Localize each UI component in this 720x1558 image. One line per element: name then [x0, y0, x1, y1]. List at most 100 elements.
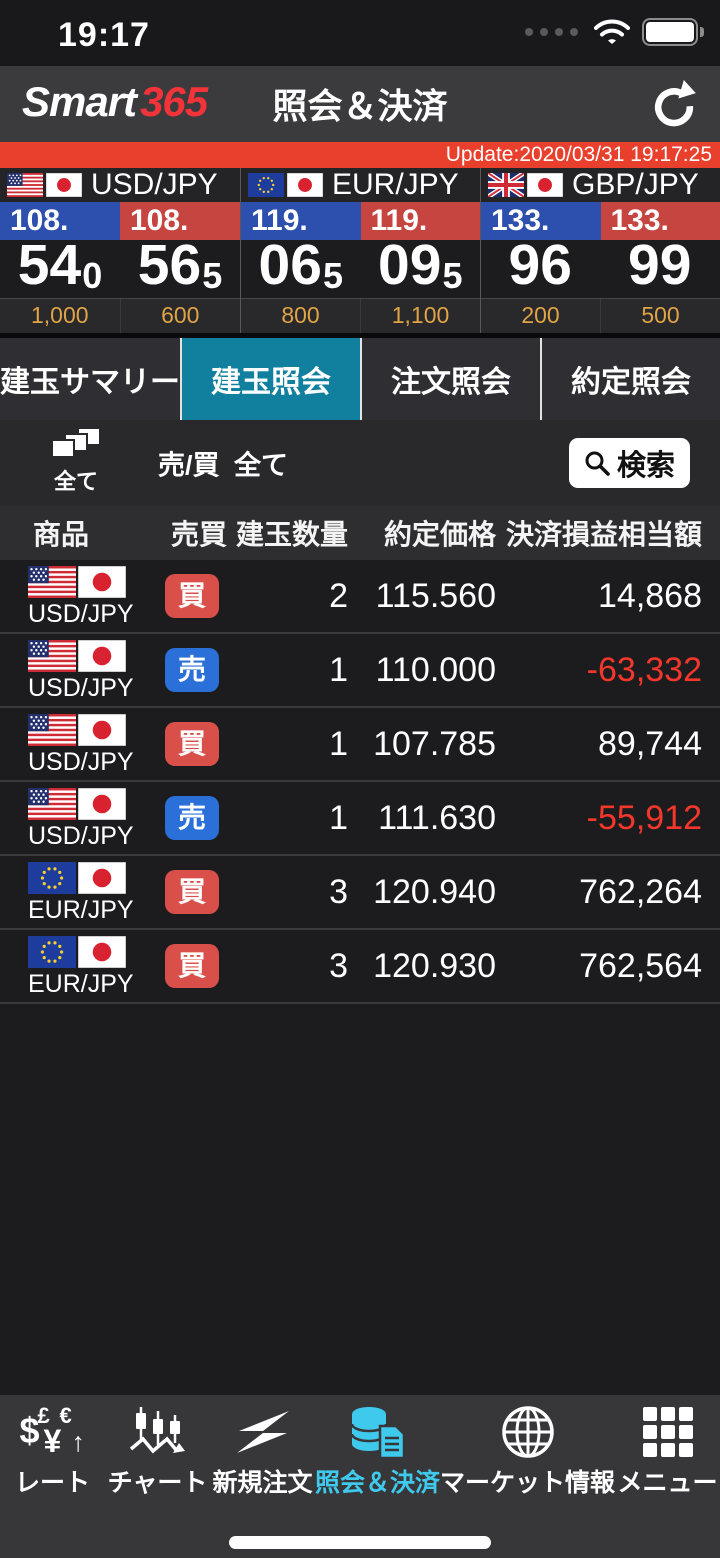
quantity-value: 1	[329, 725, 348, 763]
tab-gap-divider	[0, 333, 720, 338]
jp-flag-icon	[78, 862, 126, 894]
position-row[interactable]: USD/JPY 売 1 110.000 -63,332	[0, 634, 720, 708]
col-product: 商品	[33, 519, 90, 550]
app-header: Smart365 照会＆決済	[0, 66, 720, 142]
nav-inquiry-settlement[interactable]: 照会＆決済	[315, 1403, 440, 1558]
quantity-value: 1	[329, 799, 348, 837]
globe-icon	[501, 1406, 554, 1458]
clock: 19:17	[58, 16, 150, 54]
rate-tile-gbpjpy[interactable]: GBP/JPY 133. 133. 96 99 200 500	[480, 168, 720, 333]
pair-name: GBP/JPY	[572, 168, 699, 201]
rate-tile-eurjpy[interactable]: EUR/JPY 119. 119. 06 5 09 5 800 1,100	[240, 168, 480, 333]
bid-amount: 800	[281, 302, 320, 328]
jp-flag-icon	[287, 173, 323, 197]
tab-order-inquiry[interactable]: 注文照会	[360, 338, 540, 420]
positions-table-header: 商品 売買 建玉数量 約定価格 決済損益相当額	[0, 506, 720, 560]
ask-price-head[interactable]: 108.	[120, 202, 240, 240]
pair-label: EUR/JPY	[28, 896, 134, 924]
bid-price-head[interactable]: 133.	[481, 202, 601, 240]
ask-price-head[interactable]: 119.	[360, 202, 480, 240]
us-flag-icon	[28, 640, 76, 672]
ask-pips[interactable]: 56 5	[137, 233, 223, 297]
ask-pips[interactable]: 09 5	[378, 233, 463, 297]
price-value: 120.930	[373, 947, 496, 985]
bid-price-head[interactable]: 108.	[0, 202, 120, 240]
status-bar: 19:17	[0, 0, 720, 66]
position-row[interactable]: USD/JPY 売 1 111.630 -55,912	[0, 782, 720, 856]
tab-position-inquiry[interactable]: 建玉照会	[180, 338, 360, 420]
jp-flag-icon	[46, 173, 82, 197]
ask-pips[interactable]: 99	[628, 233, 692, 297]
database-docs-icon	[350, 1407, 405, 1460]
eu-flag-icon	[28, 862, 76, 894]
quantity-value: 1	[329, 651, 348, 689]
ask-price-head[interactable]: 133.	[600, 202, 720, 240]
bid-price-head[interactable]: 119.	[241, 202, 361, 240]
side-badge: 買	[165, 944, 219, 988]
nav-market-info[interactable]: マーケット情報	[440, 1403, 615, 1558]
pair-label: EUR/JPY	[28, 970, 134, 998]
battery-icon	[642, 18, 704, 46]
page-title: 照会＆決済	[272, 87, 448, 127]
eu-flag-icon	[248, 173, 284, 197]
nav-new-order[interactable]: 新規注文	[210, 1403, 315, 1558]
pair-label: USD/JPY	[28, 600, 134, 628]
tab-position-summary[interactable]: 建玉サマリー	[0, 338, 180, 420]
side-badge: 売	[165, 648, 219, 692]
search-icon	[585, 451, 610, 476]
pair-label: USD/JPY	[28, 674, 134, 702]
us-flag-icon	[7, 173, 43, 197]
wifi-icon	[594, 19, 630, 44]
pl-value: -63,332	[586, 651, 702, 689]
col-side: 売買	[171, 519, 228, 550]
rate-board: USD/JPY 108. 108. 54 0 56 5 1,000 600 EUR/…	[0, 168, 720, 333]
side-badge: 買	[165, 722, 219, 766]
position-row[interactable]: EUR/JPY 買 3 120.940 762,264	[0, 856, 720, 930]
position-row[interactable]: EUR/JPY 買 3 120.930 762,564	[0, 930, 720, 1004]
rate-tile-usdjpy[interactable]: USD/JPY 108. 108. 54 0 56 5 1,000 600	[0, 168, 240, 333]
jp-flag-icon	[78, 788, 126, 820]
empty-area	[0, 1004, 720, 1395]
tab-bar: 建玉サマリー 建玉照会 注文照会 約定照会	[0, 338, 720, 420]
refresh-icon[interactable]	[650, 80, 698, 128]
position-row[interactable]: USD/JPY 買 2 115.560 14,868	[0, 560, 720, 634]
position-row[interactable]: USD/JPY 買 1 107.785 89,744	[0, 708, 720, 782]
price-value: 110.000	[375, 651, 496, 689]
pl-value: 89,744	[598, 725, 702, 763]
home-indicator[interactable]	[229, 1536, 491, 1549]
price-value: 111.630	[378, 799, 496, 837]
bid-pips[interactable]: 96	[508, 233, 572, 297]
product-filter[interactable]: 全て	[44, 427, 108, 496]
ask-amount: 1,100	[360, 299, 480, 333]
col-pl: 決済損益相当額	[505, 519, 702, 550]
bid-pips[interactable]: 54 0	[17, 233, 103, 297]
side-badge: 買	[165, 574, 219, 618]
nav-chart[interactable]: チャート	[105, 1403, 210, 1558]
tab-execution-inquiry[interactable]: 約定照会	[540, 338, 720, 420]
gb-flag-icon	[488, 173, 524, 197]
product-filter-label: 全て	[53, 469, 98, 494]
search-button[interactable]: 検索	[568, 438, 690, 488]
jp-flag-icon	[78, 714, 126, 746]
side-filter-value[interactable]: 全て	[234, 450, 288, 481]
filter-bar: 全て 売/買 全て 検索	[0, 420, 720, 506]
price-value: 107.785	[373, 725, 496, 763]
nav-menu[interactable]: メニュー	[615, 1403, 720, 1558]
quantity-value: 3	[329, 947, 348, 985]
price-value: 120.940	[373, 873, 496, 911]
col-quantity: 建玉数量	[235, 519, 348, 550]
bid-pips[interactable]: 06 5	[258, 233, 343, 297]
jp-flag-icon	[78, 936, 126, 968]
jp-flag-icon	[78, 640, 126, 672]
update-timestamp: Update:2020/03/31 19:17:25	[0, 142, 720, 168]
bid-amount: 200	[521, 302, 560, 328]
jp-flag-icon	[527, 173, 563, 197]
new-order-flash-icon	[236, 1411, 289, 1453]
pair-name: EUR/JPY	[332, 168, 459, 201]
nav-rates[interactable]: £ € $ ¥ ↑ レート	[14, 1403, 90, 1498]
smart365-logo: Smart365	[22, 78, 208, 125]
price-value: 115.560	[375, 577, 496, 615]
ask-amount: 600	[119, 299, 241, 333]
pair-label: USD/JPY	[28, 822, 134, 850]
